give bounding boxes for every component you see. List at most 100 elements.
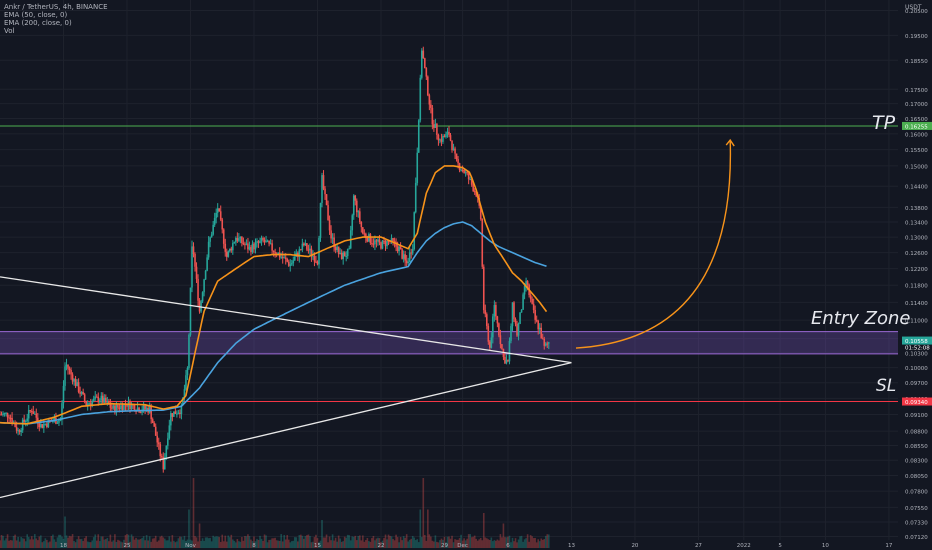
volume-bar [61, 536, 63, 548]
candle-body [100, 395, 103, 401]
candle-body [192, 246, 195, 255]
volume-bar [180, 536, 183, 548]
volume-bar [21, 538, 24, 548]
volume-bar [469, 534, 471, 548]
volume-bar [92, 537, 95, 548]
volume-bar [192, 478, 195, 548]
candle-body [271, 243, 273, 251]
candle-body [470, 178, 473, 185]
volume-bar [481, 540, 484, 548]
volume-bar [269, 539, 272, 548]
currency-label: USDT [905, 4, 922, 11]
candle-body [298, 249, 301, 257]
candle-body [185, 375, 187, 390]
volume-bar [221, 534, 224, 548]
volume-bar [216, 536, 219, 548]
candle-body [455, 153, 458, 160]
y-tick-label: 0.11000 [905, 319, 928, 325]
candle-body [301, 243, 304, 250]
candle-body [348, 248, 351, 250]
candle-body [136, 407, 139, 412]
volume-bar [236, 539, 239, 548]
candle-body [467, 173, 470, 180]
volume-bar [433, 541, 435, 548]
candle-body [355, 200, 358, 213]
candle-body [398, 246, 400, 252]
candle-body [103, 397, 106, 403]
volume-bar [65, 535, 68, 548]
volume-bar [540, 538, 543, 548]
volume-bar [127, 534, 130, 548]
candle-body [203, 279, 205, 293]
volume-bar [331, 534, 334, 548]
volume-bar [411, 535, 414, 548]
volume-bar [50, 536, 53, 548]
volume-bar [315, 534, 317, 548]
legend-symbol: Ankr / TetherUS, 4h, BINANCE [4, 3, 108, 11]
volume-bar [259, 535, 261, 548]
volume-bar [114, 534, 116, 548]
candle-body [399, 246, 402, 250]
volume-bar [105, 539, 107, 548]
volume-bar [535, 542, 538, 548]
candle-body [253, 243, 255, 250]
volume-bar [327, 542, 329, 548]
candle-body [425, 68, 428, 77]
candle-body [27, 410, 30, 419]
volume-bar [498, 540, 500, 548]
volume-bar [209, 537, 211, 548]
volume-bar [448, 536, 450, 548]
candle-body [206, 257, 208, 271]
candle-body [405, 260, 408, 264]
candle-body [74, 379, 77, 387]
candle-body [179, 412, 181, 415]
volume-bar [303, 538, 305, 548]
candle-body [410, 252, 413, 254]
candle-body [0, 414, 3, 416]
volume-bar [514, 538, 517, 548]
candle-body [525, 281, 527, 286]
volume-bar [511, 537, 514, 548]
volume-bar [256, 538, 258, 548]
volume-bar [365, 540, 367, 548]
volume-bar [53, 539, 56, 548]
volume-bar [70, 536, 72, 548]
candle-body [20, 430, 22, 432]
projection-arrowhead [725, 138, 735, 147]
candle-body [73, 379, 75, 382]
volume-bar [191, 540, 193, 548]
volume-bar [362, 535, 364, 548]
candle-body [384, 241, 387, 247]
candle-body [227, 251, 230, 257]
volume-bar [507, 536, 509, 548]
volume-bar [266, 542, 269, 548]
tp-annotation: TP [872, 112, 896, 134]
volume-bar [32, 539, 35, 548]
candle-body [408, 252, 411, 262]
candle-body [381, 240, 384, 249]
volume-bar [473, 535, 476, 548]
candle-body [532, 303, 535, 310]
candle-body [401, 249, 403, 259]
volume-bar [59, 534, 62, 548]
candle-body [218, 208, 221, 212]
candle-body [484, 310, 487, 315]
volume-bar [427, 509, 429, 548]
x-tick-label: 27 [695, 543, 702, 549]
volume-bar [430, 536, 432, 548]
current-price-timer: 01:52:08 [905, 346, 930, 352]
volume-bar [201, 538, 204, 548]
volume-bar [224, 535, 227, 548]
y-tick-label: 0.15500 [905, 148, 928, 154]
y-tick-label: 0.12600 [905, 251, 928, 257]
candle-body [53, 418, 56, 422]
volume-bar [348, 535, 351, 548]
volume-bar [47, 542, 50, 548]
volume-bar [112, 540, 115, 548]
volume-bar [129, 541, 131, 548]
volume-bar [526, 534, 529, 548]
volume-bar [38, 536, 41, 548]
candle-body [194, 254, 196, 267]
